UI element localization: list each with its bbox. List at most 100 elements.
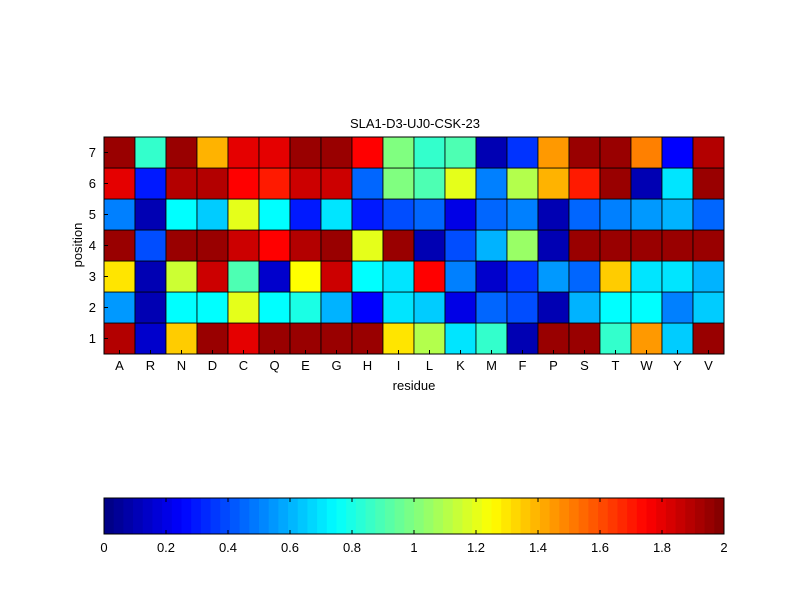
heatmap-cell xyxy=(568,167,601,200)
heatmap-cell xyxy=(661,229,694,262)
heatmap-cell xyxy=(196,229,229,262)
heatmap-cell xyxy=(351,322,384,355)
heatmap-cell xyxy=(692,229,725,262)
heatmap-cell xyxy=(165,136,198,169)
colorbar-segment xyxy=(152,498,163,534)
x-tick-label: S xyxy=(580,358,589,373)
y-tick-label: 6 xyxy=(89,176,96,191)
heatmap-cell xyxy=(444,198,477,231)
heatmap-cell xyxy=(258,136,291,169)
heatmap-cell xyxy=(227,198,260,231)
x-tick-label: R xyxy=(146,358,155,373)
colorbar-tick-label: 1 xyxy=(410,540,417,555)
y-axis-ticks: 1 2 3 4 5 6 7 xyxy=(89,145,108,346)
heatmap-cell xyxy=(661,136,694,169)
colorbar-segment xyxy=(433,498,444,534)
colorbar-segment xyxy=(607,498,618,534)
colorbar-segment xyxy=(220,498,231,534)
colorbar-segment xyxy=(191,498,202,534)
heatmap-cell xyxy=(692,167,725,200)
chart-title: SLA1-D3-UJ0-CSK-23 xyxy=(350,116,480,131)
colorbar-tick-label: 1.6 xyxy=(591,540,609,555)
heatmap-cell xyxy=(320,260,353,293)
heatmap-cell xyxy=(196,198,229,231)
colorbar-tick-label: 2 xyxy=(720,540,727,555)
x-tick-label: K xyxy=(456,358,465,373)
heatmap-cell xyxy=(258,322,291,355)
heatmap-cell xyxy=(568,322,601,355)
heatmap-cell xyxy=(568,260,601,293)
heatmap-cell xyxy=(568,136,601,169)
heatmap-cell xyxy=(506,291,539,324)
heatmap-cell xyxy=(382,291,415,324)
colorbar-segment xyxy=(200,498,212,534)
heatmap-cell xyxy=(134,198,167,231)
colorbar-segment xyxy=(472,498,483,534)
heatmap-cell xyxy=(227,322,260,355)
colorbar-segment xyxy=(113,498,124,534)
heatmap-cell xyxy=(165,260,198,293)
heatmap-cell xyxy=(320,136,353,169)
colorbar-segment xyxy=(336,498,347,534)
colorbar-tick-label: 0.4 xyxy=(219,540,237,555)
heatmap-cell xyxy=(475,260,508,293)
heatmap-cell xyxy=(692,136,725,169)
heatmap-cell xyxy=(165,322,198,355)
x-tick-label: D xyxy=(208,358,217,373)
colorbar-segment xyxy=(297,498,308,534)
colorbar-segment xyxy=(288,498,299,534)
heatmap-cell xyxy=(475,322,508,355)
heatmap-cell xyxy=(258,260,291,293)
heatmap-cell xyxy=(630,322,663,355)
x-tick-label: N xyxy=(177,358,186,373)
heatmap-cell xyxy=(599,291,632,324)
heatmap-cell xyxy=(444,229,477,262)
heatmap-cell xyxy=(196,291,229,324)
y-tick-label: 5 xyxy=(89,207,96,222)
heatmap-cell xyxy=(351,229,384,262)
heatmap-cell xyxy=(196,136,229,169)
heatmap-cell xyxy=(134,291,167,324)
y-tick-label: 7 xyxy=(89,145,96,160)
heatmap-cell xyxy=(506,136,539,169)
heatmap-cell xyxy=(568,229,601,262)
heatmap-cell xyxy=(537,198,570,231)
heatmap-cell xyxy=(630,136,663,169)
colorbar-segment xyxy=(501,498,512,534)
heatmap-cell xyxy=(289,198,322,231)
heatmap-cell xyxy=(692,260,725,293)
colorbar-segment xyxy=(675,498,686,534)
heatmap-cell xyxy=(165,291,198,324)
colorbar-tick-label: 0.2 xyxy=(157,540,175,555)
colorbar-segment xyxy=(539,498,551,534)
heatmap-cell xyxy=(227,167,260,200)
heatmap-cell xyxy=(537,167,570,200)
heatmap-cell xyxy=(103,136,136,169)
heatmap-cell xyxy=(413,229,446,262)
heatmap-cell xyxy=(382,167,415,200)
x-axis-label: residue xyxy=(393,378,436,393)
heatmap-cell xyxy=(475,136,508,169)
heatmap-cell xyxy=(258,229,291,262)
colorbar-segment xyxy=(578,498,589,534)
colorbar-segment xyxy=(404,498,415,534)
heatmap-cell xyxy=(661,198,694,231)
heatmap-cell xyxy=(599,198,632,231)
heatmap-cell xyxy=(630,229,663,262)
colorbar-segment xyxy=(627,498,638,534)
heatmap-cell xyxy=(320,291,353,324)
colorbar-segment xyxy=(375,498,386,534)
heatmap-cell xyxy=(289,260,322,293)
x-tick-label: H xyxy=(363,358,372,373)
y-axis-label: position xyxy=(70,223,85,268)
colorbar-segment xyxy=(452,498,463,534)
heatmap-cell xyxy=(258,291,291,324)
heatmap-cell xyxy=(103,260,136,293)
heatmap-cell xyxy=(103,167,136,200)
heatmap-cell xyxy=(258,198,291,231)
colorbar-segment xyxy=(530,498,541,534)
heatmap-cell xyxy=(165,198,198,231)
heatmap-cell xyxy=(661,322,694,355)
